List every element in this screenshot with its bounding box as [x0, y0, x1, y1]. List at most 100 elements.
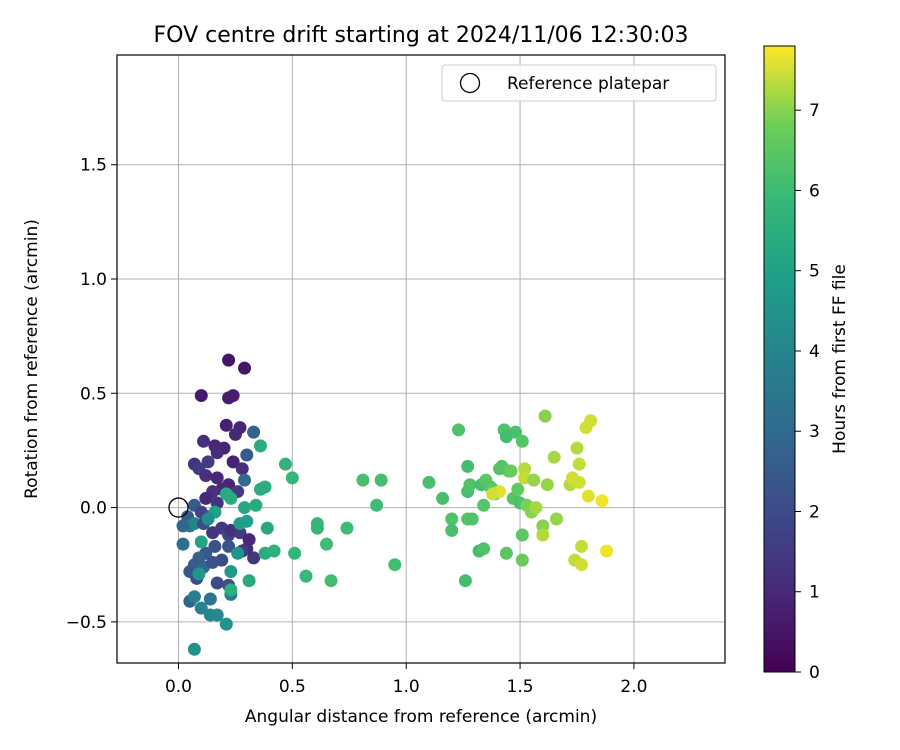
colorbar-label: Hours from first FF file	[830, 264, 850, 454]
x-tick-label: 0.5	[279, 677, 306, 697]
colorbar-tick-label: 3	[809, 422, 820, 442]
data-point	[299, 569, 313, 583]
data-point	[176, 519, 190, 533]
data-point	[288, 546, 302, 560]
data-point	[231, 546, 245, 560]
data-point	[253, 439, 267, 453]
y-tick-label: 0.5	[80, 384, 107, 404]
data-point	[249, 498, 263, 512]
chart-title: FOV centre drift starting at 2024/11/06 …	[154, 23, 689, 48]
grid-lines	[117, 55, 725, 663]
data-point	[238, 361, 252, 375]
x-axis-label: Angular distance from reference (arcmin)	[245, 707, 597, 727]
data-point	[529, 501, 543, 515]
data-point	[422, 475, 436, 489]
data-point	[253, 482, 267, 496]
data-point	[595, 494, 609, 508]
plot-frame	[116, 54, 726, 664]
data-point	[570, 441, 584, 455]
data-point	[356, 473, 370, 487]
data-point	[370, 498, 384, 512]
colorbar-ticks: 0 1 2 3 4 5 6 7	[795, 101, 820, 683]
legend-reference-label: Reference platepar	[507, 74, 669, 94]
data-point	[374, 473, 388, 487]
data-point	[486, 487, 500, 501]
data-point	[515, 553, 529, 567]
data-point	[452, 423, 466, 437]
data-point	[187, 517, 201, 531]
data-point	[208, 539, 222, 553]
data-point	[319, 537, 333, 551]
x-tick-label: 0.0	[165, 677, 192, 697]
data-point	[499, 546, 513, 560]
data-point	[194, 601, 208, 615]
colorbar-tick-label: 1	[809, 583, 820, 603]
data-point	[201, 512, 215, 526]
data-point	[285, 471, 299, 485]
data-point	[461, 459, 475, 473]
x-tick-label: 1.0	[393, 677, 420, 697]
data-point	[547, 450, 561, 464]
data-point	[511, 482, 525, 496]
reference-platepar-marker	[168, 497, 189, 518]
data-point	[226, 455, 240, 469]
colorbar: 0 1 2 3 4 5 6 7 Hours from first FF file	[763, 45, 850, 683]
data-point	[206, 555, 220, 569]
data-point	[210, 446, 224, 460]
data-point	[572, 475, 586, 489]
data-point	[260, 521, 274, 535]
data-point	[575, 558, 589, 572]
data-point	[222, 353, 236, 367]
data-point	[445, 512, 459, 526]
data-point	[240, 448, 254, 462]
data-point	[240, 514, 254, 528]
data-point	[222, 539, 236, 553]
y-tick-label: 1.5	[80, 156, 107, 176]
data-point	[201, 455, 215, 469]
data-points	[176, 353, 614, 656]
data-point	[247, 425, 261, 439]
data-point	[572, 457, 586, 471]
data-point	[197, 434, 211, 448]
data-point	[436, 491, 450, 505]
legend-reference-marker	[459, 72, 481, 94]
data-point	[224, 491, 238, 505]
data-point	[210, 608, 224, 622]
data-point	[463, 478, 477, 492]
data-point	[228, 427, 242, 441]
data-point	[388, 558, 402, 572]
colorbar-tick-label: 2	[809, 502, 820, 522]
data-point	[192, 567, 206, 581]
data-point	[187, 590, 201, 604]
data-point	[247, 551, 261, 565]
y-axis-label: Rotation from reference (arcmin)	[22, 219, 42, 499]
data-point	[515, 434, 529, 448]
data-point	[224, 565, 238, 579]
data-point	[279, 457, 293, 471]
data-point	[238, 501, 252, 515]
data-point	[527, 473, 541, 487]
data-point	[515, 528, 529, 542]
data-point	[600, 544, 614, 558]
y-tick-label: −0.5	[66, 613, 107, 633]
data-point	[324, 574, 338, 588]
data-point	[458, 574, 472, 588]
y-tick-label: 1.0	[80, 270, 107, 290]
data-point	[235, 462, 249, 476]
data-point	[536, 519, 550, 533]
data-point	[445, 523, 459, 537]
data-point	[199, 469, 213, 483]
data-point	[203, 592, 217, 606]
data-point	[210, 471, 224, 485]
data-point	[194, 535, 208, 549]
reference-marker-layer	[168, 497, 189, 518]
data-point	[549, 512, 563, 526]
colorbar-tick-label: 4	[809, 342, 820, 362]
data-point	[219, 617, 233, 631]
x-axis-ticks: 0.0 0.5 1.0 1.5 2.0	[165, 663, 647, 697]
data-point	[540, 478, 554, 492]
colorbar-tick-label: 5	[809, 262, 820, 282]
data-point	[219, 418, 233, 432]
y-tick-label: 0.0	[80, 499, 107, 519]
data-point	[199, 491, 213, 505]
